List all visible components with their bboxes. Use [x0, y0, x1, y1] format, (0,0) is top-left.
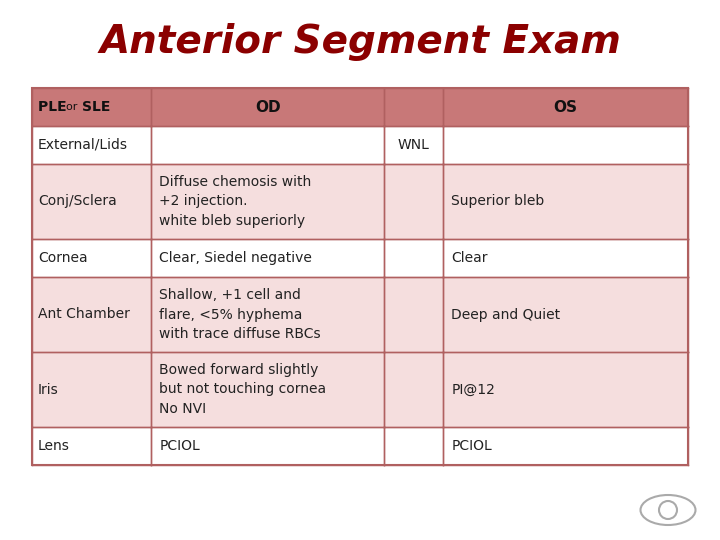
Bar [151, 277, 384, 352]
Bar [444, 277, 688, 352]
Bar [151, 239, 384, 277]
Text: Bowed forward slightly
but not touching cornea
No NVI: Bowed forward slightly but not touching … [159, 363, 326, 416]
Bar [444, 239, 688, 277]
Bar [151, 427, 384, 465]
Bar [384, 88, 444, 126]
Bar [151, 126, 384, 164]
Bar [384, 164, 444, 239]
Text: OD: OD [255, 99, 281, 114]
Text: Ant Chamber: Ant Chamber [38, 307, 130, 321]
Bar [32, 164, 151, 239]
Bar [444, 164, 688, 239]
Text: Shallow, +1 cell and
flare, <5% hyphema
with trace diffuse RBCs: Shallow, +1 cell and flare, <5% hyphema … [159, 288, 321, 341]
Text: Clear, Siedel negative: Clear, Siedel negative [159, 251, 312, 265]
Text: PCIOL: PCIOL [451, 439, 492, 453]
Bar [32, 88, 151, 126]
Text: External/Lids: External/Lids [38, 138, 128, 152]
Bar [32, 126, 151, 164]
Bar [384, 126, 444, 164]
Text: Superior bleb: Superior bleb [451, 194, 544, 208]
Bar [444, 126, 688, 164]
Bar [151, 88, 384, 126]
Bar [151, 352, 384, 427]
Bar [32, 88, 688, 465]
Bar [32, 427, 151, 465]
Text: OS: OS [554, 99, 577, 114]
Bar [444, 427, 688, 465]
Bar [32, 352, 151, 427]
Text: WNL: WNL [398, 138, 430, 152]
Bar [384, 239, 444, 277]
Text: Iris: Iris [38, 382, 59, 396]
Text: PCIOL: PCIOL [159, 439, 200, 453]
Bar [32, 239, 151, 277]
Text: Conj/Sclera: Conj/Sclera [38, 194, 117, 208]
Bar [444, 88, 688, 126]
Text: Anterior Segment Exam: Anterior Segment Exam [99, 23, 621, 61]
Text: SLE: SLE [82, 100, 110, 114]
Text: Clear: Clear [451, 251, 488, 265]
Text: or: or [66, 102, 81, 112]
Bar [151, 164, 384, 239]
Bar [444, 352, 688, 427]
Bar [32, 277, 151, 352]
Text: Lens: Lens [38, 439, 70, 453]
Bar [384, 427, 444, 465]
Bar [384, 352, 444, 427]
Text: Deep and Quiet: Deep and Quiet [451, 307, 560, 321]
Bar [384, 277, 444, 352]
Text: PI@12: PI@12 [451, 382, 495, 396]
Text: Cornea: Cornea [38, 251, 88, 265]
Text: Diffuse chemosis with
+2 injection.
white bleb superiorly: Diffuse chemosis with +2 injection. whit… [159, 175, 312, 228]
Text: PLE: PLE [38, 100, 71, 114]
